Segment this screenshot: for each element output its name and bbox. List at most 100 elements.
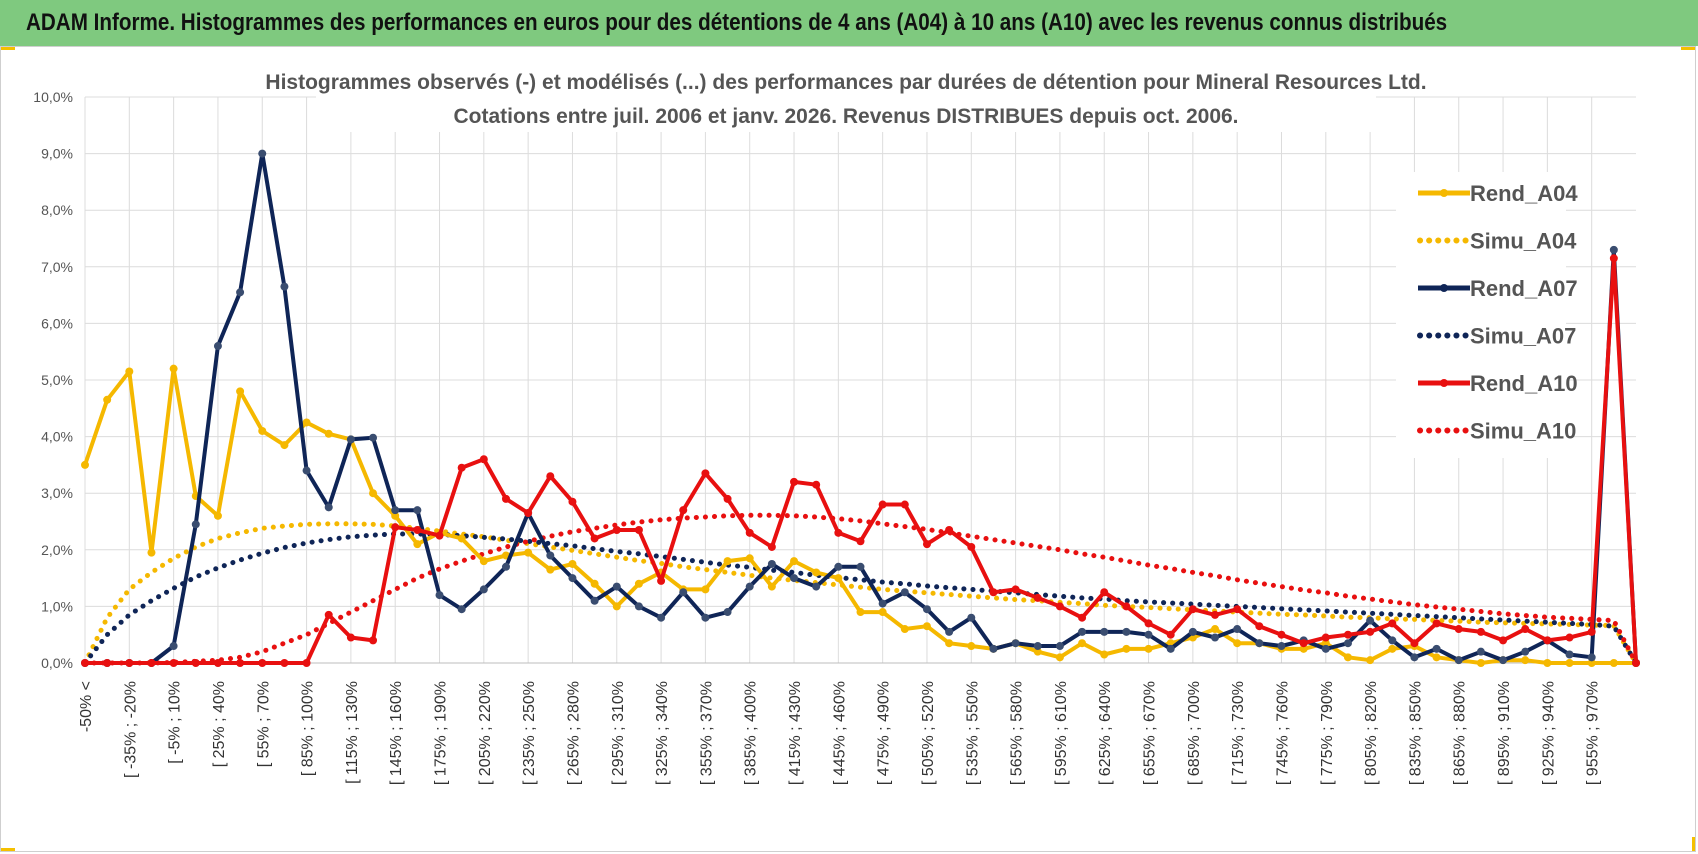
x-tick-label: [ 715% ; 730% — [1230, 681, 1247, 785]
data-point-rend_a10 — [369, 636, 378, 645]
data-point-rend_a07 — [1144, 630, 1153, 639]
data-point-rend_a07 — [945, 627, 954, 636]
data-point-rend_a04 — [900, 625, 909, 634]
data-point-rend_a04 — [767, 582, 776, 591]
data-point-rend_a07 — [1476, 647, 1485, 656]
data-point-rend_a07 — [1055, 642, 1064, 651]
data-point-rend_a04 — [568, 559, 577, 568]
data-point-rend_a07 — [1255, 639, 1264, 648]
data-point-rend_a07 — [679, 588, 688, 597]
data-point-rend_a07 — [457, 605, 466, 614]
data-point-rend_a10 — [1388, 619, 1397, 628]
data-point-rend_a04 — [856, 608, 865, 617]
data-point-rend_a04 — [391, 511, 400, 520]
data-point-rend_a10 — [679, 506, 688, 515]
data-point-rend_a04 — [280, 441, 289, 450]
chart-frame — [0, 46, 1696, 852]
legend-background — [1396, 172, 1566, 458]
chart-title-background — [316, 62, 1376, 132]
data-point-rend_a07 — [302, 466, 311, 475]
data-point-rend_a07 — [989, 644, 998, 653]
data-point-rend_a10 — [568, 497, 577, 506]
data-point-rend_a10 — [723, 494, 732, 503]
legend-label-simu_a04: Simu_A04 — [1470, 229, 1577, 254]
data-point-rend_a10 — [878, 500, 887, 509]
data-point-rend_a04 — [723, 557, 732, 566]
data-point-rend_a10 — [125, 659, 134, 667]
data-point-rend_a10 — [1432, 619, 1441, 628]
data-point-rend_a07 — [967, 613, 976, 622]
x-tick-label: [ 85% ; 100% — [300, 681, 317, 776]
data-point-rend_a04 — [812, 568, 821, 577]
data-point-rend_a04 — [1144, 644, 1153, 653]
y-tick-label: 6,0% — [41, 315, 73, 331]
data-point-rend_a04 — [236, 387, 245, 396]
data-point-rend_a10 — [1211, 610, 1220, 619]
legend-label-rend_a10: Rend_A10 — [1470, 371, 1578, 396]
data-point-rend_a07 — [1078, 627, 1087, 636]
data-point-rend_a07 — [745, 582, 754, 591]
data-point-rend_a04 — [612, 602, 621, 611]
chart-title: Histogrammes observés (-) et modélisés (… — [265, 62, 1427, 132]
x-tick-label: [ 535% ; 550% — [964, 681, 981, 785]
x-tick-label: [ 205% ; 220% — [477, 681, 494, 785]
data-point-rend_a04 — [1343, 653, 1352, 662]
data-point-rend_a07 — [723, 608, 732, 617]
data-point-rend_a07 — [435, 591, 444, 600]
data-point-rend_a10 — [524, 509, 533, 518]
data-point-rend_a04 — [834, 574, 843, 583]
x-tick-label: [ 895% ; 910% — [1496, 681, 1513, 785]
data-point-rend_a04 — [258, 426, 267, 435]
corner-mark-top-left — [1, 47, 15, 50]
data-point-rend_a10 — [147, 659, 156, 667]
data-point-rend_a07 — [900, 588, 909, 597]
data-point-rend_a07 — [856, 562, 865, 571]
data-point-rend_a07 — [1432, 644, 1441, 653]
data-point-rend_a07 — [1587, 653, 1596, 662]
x-tick-label: [ 865% ; 880% — [1452, 681, 1469, 785]
x-tick-label: [ -5% ; 10% — [167, 681, 184, 764]
data-point-rend_a10 — [790, 477, 799, 486]
data-point-rend_a07 — [546, 551, 555, 560]
data-point-rend_a10 — [1410, 639, 1419, 648]
grid — [84, 96, 1636, 664]
data-point-rend_a04 — [125, 367, 134, 376]
data-point-rend_a07 — [258, 149, 267, 158]
legend-label-rend_a04: Rend_A04 — [1470, 181, 1578, 206]
legend-marker-rend_a04 — [1440, 189, 1448, 197]
data-point-rend_a07 — [1277, 642, 1286, 651]
chart-title-line-2: Cotations entre juil. 2006 et janv. 2026… — [453, 105, 1238, 128]
data-point-rend_a10 — [900, 500, 909, 509]
data-point-rend_a07 — [812, 582, 821, 591]
data-point-rend_a07 — [324, 503, 333, 512]
data-point-rend_a04 — [213, 511, 222, 520]
x-tick-label: [ 145% ; 160% — [388, 681, 405, 785]
data-point-rend_a10 — [1299, 639, 1308, 648]
data-point-rend_a04 — [1565, 659, 1574, 667]
data-point-rend_a07 — [1033, 642, 1042, 651]
legend-marker-rend_a07 — [1440, 284, 1448, 292]
legend-marker-rend_a10 — [1440, 379, 1448, 387]
data-point-rend_a07 — [634, 602, 643, 611]
data-point-rend_a10 — [856, 537, 865, 546]
x-tick-label: -50% < — [78, 681, 95, 732]
data-point-rend_a07 — [391, 506, 400, 515]
data-point-rend_a04 — [878, 608, 887, 617]
data-point-rend_a04 — [1366, 656, 1375, 665]
x-tick-label: [ 295% ; 310% — [610, 681, 627, 785]
data-point-rend_a07 — [280, 282, 289, 291]
data-point-rend_a10 — [280, 659, 289, 667]
x-tick-label: [ 565% ; 580% — [1009, 681, 1026, 785]
x-tick-label: [ 745% ; 760% — [1274, 681, 1291, 785]
data-point-rend_a04 — [1233, 639, 1242, 648]
data-point-rend_a10 — [1255, 622, 1264, 631]
data-point-rend_a07 — [767, 559, 776, 568]
header-banner: ADAM Informe. Histogrammes des performan… — [0, 0, 1698, 46]
data-point-rend_a07 — [169, 642, 178, 651]
data-point-rend_a10 — [1521, 625, 1530, 634]
x-tick-label: [ 55% ; 70% — [255, 681, 272, 767]
data-point-rend_a04 — [922, 622, 931, 631]
data-point-rend_a10 — [1454, 625, 1463, 634]
data-point-rend_a07 — [657, 613, 666, 622]
x-tick-label: [ 925% ; 940% — [1540, 681, 1557, 785]
